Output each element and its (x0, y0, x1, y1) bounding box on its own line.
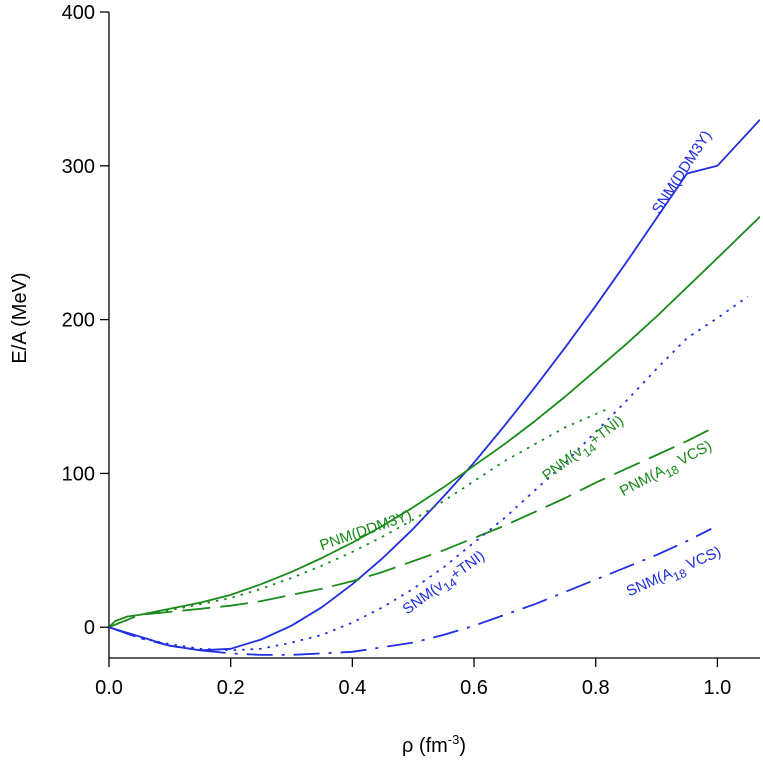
curve-label-part: VCS) (680, 543, 723, 575)
x-tick-label: 0.2 (217, 677, 245, 699)
curve-label-part: +TNI) (587, 412, 628, 448)
curve-label-part: VCS) (671, 437, 714, 471)
y-tick-label: 0 (84, 617, 95, 639)
x-tick-label: 0.8 (582, 677, 610, 699)
curve-label: PNM(DDM3Y) (318, 507, 414, 554)
curve-label-part: PNM(A (617, 462, 668, 500)
x-axis-title-exponent: -3 (448, 732, 460, 747)
series-line-pnm-a18-vcs (109, 427, 712, 629)
x-tick-label: 0.4 (338, 677, 366, 699)
series-line-pnm-ddm3y (109, 215, 760, 628)
y-tick-label: 400 (62, 2, 95, 24)
curve-label: PNM(v14+TNI) (539, 412, 629, 487)
series-line-snm-a18-vcs (109, 527, 712, 656)
y-axis-title: E/A (MeV) (9, 272, 31, 363)
x-tick-label: 0.0 (95, 677, 123, 699)
curve-label-part: SNM(DDM3Y) (649, 128, 715, 218)
series-line-snm-ddm3y (109, 119, 760, 652)
curve-label-part: 18 (663, 462, 682, 481)
x-axis-title: ρ (fm-3) (402, 732, 466, 757)
series-line-pnm-v14-tni (109, 407, 609, 629)
y-tick-label: 100 (62, 463, 95, 485)
curve-label: SNM(v14+TNI) (399, 547, 490, 621)
y-tick-label: 300 (62, 156, 95, 178)
y-tick-label: 200 (62, 310, 95, 332)
axes-layer: 0 100 200 300 400 0.0 0.2 0.4 0.6 0.8 1.0 (62, 2, 760, 699)
curve-label-part: +TNI) (447, 547, 488, 583)
x-tick-label: 1.0 (704, 677, 732, 699)
curve-label: SNM(A18 VCS) (624, 543, 725, 604)
x-axis-title-end: ) (459, 735, 466, 757)
curves-layer (109, 119, 760, 656)
curve-label-part: PNM(DDM3Y) (318, 507, 414, 554)
curve-label-part: 18 (671, 566, 689, 584)
x-axis-title-main: ρ (fm (402, 735, 448, 757)
curve-label: SNM(DDM3Y) (649, 128, 715, 218)
curve-label: PNM(A18 VCS) (617, 437, 717, 503)
curve-labels-layer: SNM(DDM3Y) PNM(DDM3Y) PNM(v14+TNI)PNM(A18 … (318, 128, 725, 621)
x-tick-label: 0.6 (460, 677, 488, 699)
curve-label-part: SNM(A (624, 565, 675, 600)
